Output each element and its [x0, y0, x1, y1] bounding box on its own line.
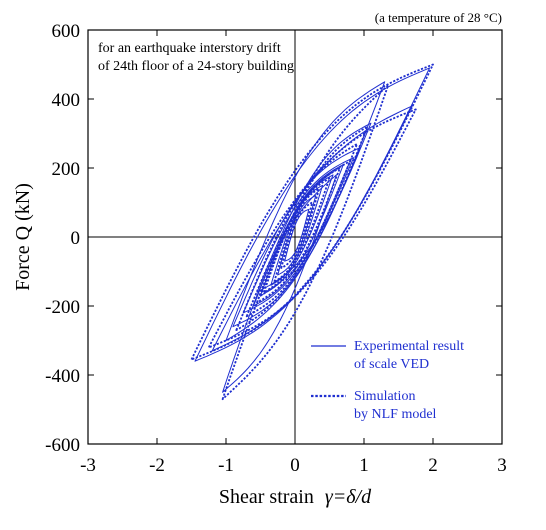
series-simulation [190, 63, 434, 401]
simulation-loop [263, 177, 331, 294]
x-tick-label: -2 [149, 455, 165, 476]
experimental-loop [225, 81, 386, 341]
experimental-loop [222, 174, 337, 393]
legend-label-simulation-1: Simulation [354, 389, 415, 404]
experimental-loop [277, 195, 317, 276]
y-tick-label: 0 [71, 228, 81, 249]
simulation-loop [259, 125, 369, 297]
experimental-loop [256, 122, 372, 293]
simulation-loop [190, 63, 434, 361]
legend-label-experimental-1: Experimental result [354, 339, 464, 354]
annotation-line-2: of 24th floor of a 24-story building [98, 59, 294, 74]
simulation-loop [273, 187, 320, 283]
hysteresis-loops [190, 63, 434, 401]
simulation-loop [245, 160, 352, 318]
y-tick-label: 200 [52, 159, 81, 180]
y-tick-label: 600 [52, 21, 81, 42]
y-tick-label: 400 [52, 90, 81, 111]
x-tick-label: 3 [497, 455, 507, 476]
y-axis-title: Force Q (kN) [12, 183, 34, 291]
x-tick-label: -1 [218, 455, 234, 476]
y-tick-labels: -600 -400 -200 0 200 400 600 [45, 21, 80, 456]
simulation-loop [207, 108, 417, 349]
experimental-loop [284, 208, 310, 262]
experimental-loop [260, 174, 334, 297]
experimental-loop [194, 67, 431, 362]
experimental-loop [242, 157, 355, 314]
simulation-loop [256, 167, 341, 304]
legend-label-experimental-2: of scale VED [354, 357, 429, 372]
annotation-line-1: for an earthquake interstory drift [98, 41, 281, 56]
y-tick-label: -200 [45, 297, 80, 318]
y-tick-label: -600 [45, 435, 80, 456]
x-axis-title-text: Shear strain [219, 486, 314, 508]
x-axis-title: Shear strain γ=δ/d [219, 486, 372, 508]
x-tick-label: 2 [428, 455, 438, 476]
x-tick-label: 1 [359, 455, 369, 476]
x-tick-label: -3 [80, 455, 96, 476]
legend-label-simulation-2: by NLF model [354, 407, 437, 422]
x-axis-formula: γ=δ/d [325, 486, 372, 508]
axis-ticks [87, 29, 503, 445]
y-tick-label: -400 [45, 366, 80, 387]
legend: Experimental result of scale VED Simulat… [311, 339, 464, 422]
x-tick-labels: -3 -2 -1 0 1 2 3 [80, 455, 507, 476]
corner-note: (a temperature of 28 °C) [375, 10, 502, 25]
simulation-loop [235, 143, 358, 331]
x-tick-label: 0 [290, 455, 300, 476]
